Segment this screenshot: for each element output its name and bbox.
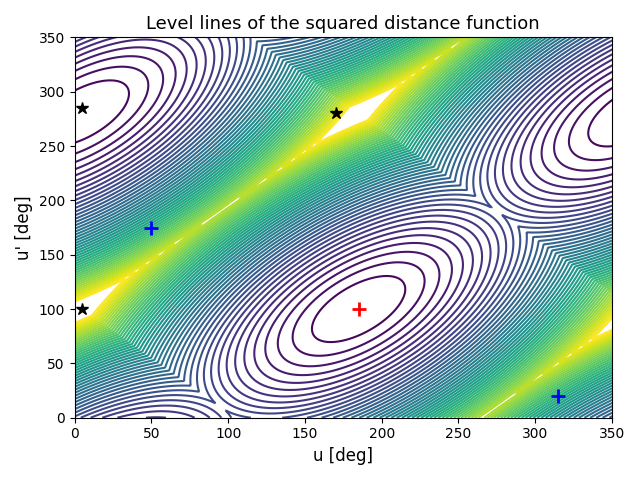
Title: Level lines of the squared distance function: Level lines of the squared distance func… <box>147 15 540 33</box>
X-axis label: u [deg]: u [deg] <box>313 447 373 465</box>
Y-axis label: u' [deg]: u' [deg] <box>15 195 33 260</box>
